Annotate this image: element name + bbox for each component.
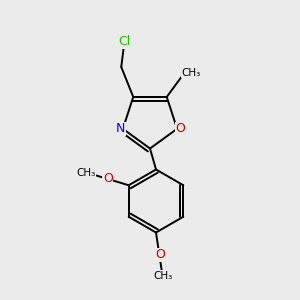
Text: N: N [116, 122, 125, 135]
Text: O: O [155, 248, 165, 261]
Text: O: O [175, 122, 185, 135]
Text: O: O [103, 172, 113, 185]
Text: CH₃: CH₃ [77, 168, 96, 178]
Text: Cl: Cl [118, 35, 130, 48]
Text: CH₃: CH₃ [181, 68, 200, 78]
Text: CH₃: CH₃ [153, 271, 172, 281]
